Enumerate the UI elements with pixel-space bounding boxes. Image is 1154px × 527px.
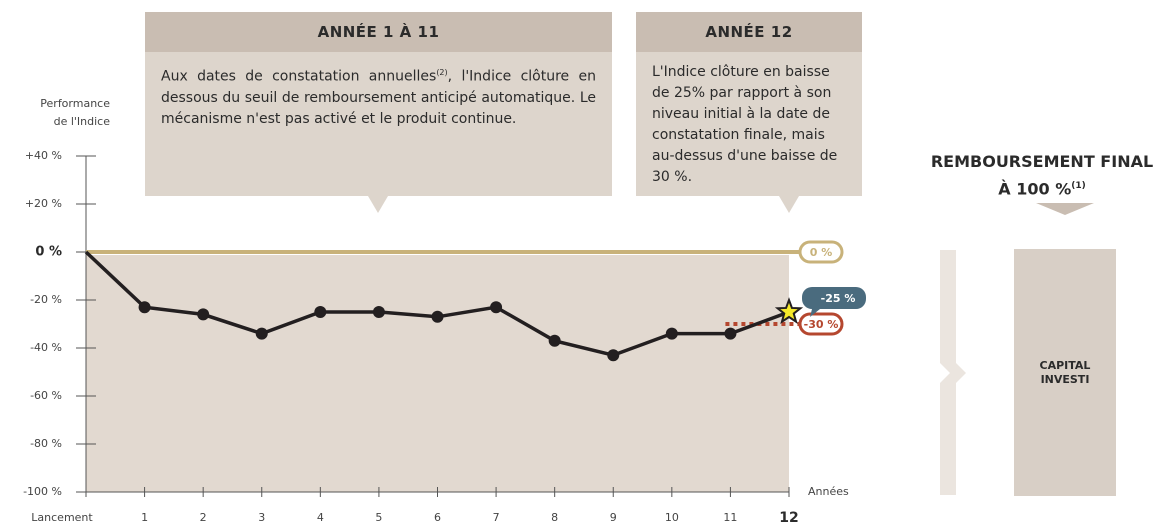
panel-title: ANNÉE 1 À 11 xyxy=(145,12,612,52)
y-axis-label: Performance de l'Indice xyxy=(40,97,110,128)
y-tick-label: -40 % xyxy=(30,341,62,354)
reference-label: 0 % xyxy=(810,246,833,259)
x-tick-label: 8 xyxy=(551,511,558,524)
x-tick-label: Lancement xyxy=(31,511,93,524)
capital-box: CAPITAL INVESTI xyxy=(1014,249,1116,496)
panel: ANNÉE 12 L'Indice clôture en baisse de 2… xyxy=(636,12,862,196)
x-tick-label: 10 xyxy=(665,511,679,524)
data-point xyxy=(431,310,444,323)
data-point xyxy=(314,306,327,318)
text: L'Indice clôture en baisse de 25% par ra… xyxy=(652,64,838,185)
bracket xyxy=(940,250,966,495)
data-point xyxy=(724,327,737,340)
data-point xyxy=(372,306,385,318)
x-tick-label: 5 xyxy=(375,511,382,524)
x-tick-label: 1 xyxy=(141,511,148,524)
y-tick-label: -60 % xyxy=(30,389,62,402)
data-point xyxy=(548,334,561,347)
panel: ANNÉE 1 À 11 Aux dates de constatation a… xyxy=(145,12,612,196)
outcome-title: REMBOURSEMENT FINAL À 100 %(1) xyxy=(930,150,1154,201)
text: REMBOURSEMENT FINAL À 100 % xyxy=(930,152,1154,199)
panel-pointer xyxy=(368,196,388,213)
x-tick-label: 9 xyxy=(610,511,617,524)
x-tick-label: 11 xyxy=(723,511,737,524)
y-tick-label: -80 % xyxy=(30,437,62,450)
note: (2) xyxy=(436,68,448,77)
down-arrow xyxy=(1036,203,1094,215)
panel-text: Aux dates de constatation annuelles(2), … xyxy=(145,52,612,140)
x-tick-label: 3 xyxy=(258,511,265,524)
text: Aux dates de constatation annuelles xyxy=(161,68,437,85)
text: CAPITAL INVESTI xyxy=(1039,358,1091,386)
final-label-box xyxy=(802,287,866,317)
x-tick-label: 2 xyxy=(200,511,207,524)
x-tick-label: 4 xyxy=(317,511,324,524)
data-point xyxy=(197,308,210,321)
reference-label-box xyxy=(798,240,844,264)
panel-title: ANNÉE 12 xyxy=(636,12,862,52)
final-label: -25 % xyxy=(821,292,856,305)
final-star xyxy=(774,297,804,325)
data-point xyxy=(490,301,503,314)
x-tick-label: 12 xyxy=(779,510,798,526)
data-point xyxy=(607,349,620,362)
x-axis-label: Années xyxy=(808,485,849,498)
data-point xyxy=(255,327,268,340)
x-tick-label: 6 xyxy=(434,511,441,524)
note: (1) xyxy=(1071,181,1086,191)
data-point xyxy=(138,301,151,314)
y-tick-label: -100 % xyxy=(23,485,62,498)
y-tick-label: +40 % xyxy=(25,149,62,162)
y-tick-label: +20 % xyxy=(25,197,62,210)
chart-area xyxy=(86,255,789,492)
data-point xyxy=(665,327,678,340)
panel-pointer xyxy=(779,196,799,213)
reference-label-box xyxy=(798,312,844,336)
text: , l'Indice clôture en dessous du seuil d… xyxy=(161,68,596,127)
y-tick-label: -20 % xyxy=(30,293,62,306)
x-tick-label: 7 xyxy=(493,511,500,524)
reference-label: -30 % xyxy=(804,318,839,331)
panel-text: L'Indice clôture en baisse de 25% par ra… xyxy=(636,52,862,198)
y-tick-label: 0 % xyxy=(35,245,62,260)
